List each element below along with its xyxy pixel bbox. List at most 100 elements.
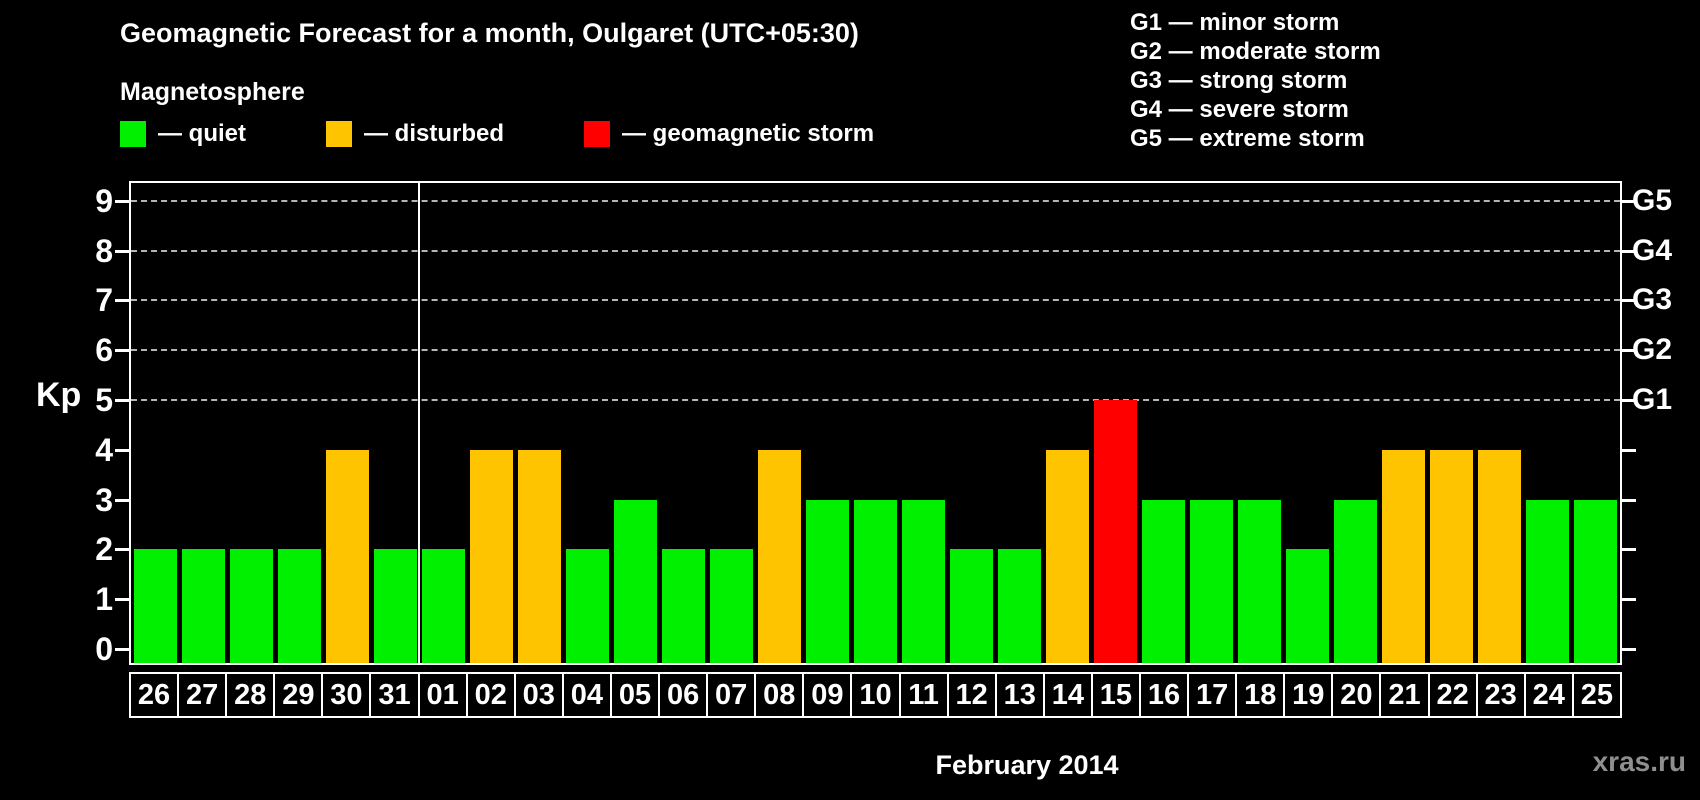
y-axis-tick [115,299,129,303]
y-axis-tick [115,498,129,502]
date-cell: 13 [994,672,1045,718]
kp-bar-day-20 [1334,499,1378,663]
kp-bar-day-05 [613,499,657,663]
kp-bar-day-29 [277,549,321,663]
kp-bar-day-01 [421,549,465,663]
kp-bar-day-31 [373,549,417,663]
y-axis-tick [1622,548,1636,552]
date-cell: 17 [1187,672,1238,718]
date-cell: 02 [465,672,516,718]
x-axis-title: February 2014 [935,750,1119,780]
date-cell: 12 [946,672,997,718]
y-axis-tick [1622,299,1636,303]
date-cell: 23 [1475,672,1526,718]
y-axis-label: 4 [95,431,113,468]
date-cell: 16 [1138,672,1190,718]
gridline-kp6 [131,349,1620,352]
y-axis-tick [115,199,129,203]
date-cell: 11 [898,672,949,718]
storm-scale-legend: G1 — minor storm G2 — moderate storm G3 — … [1130,8,1381,153]
y-axis-label: 2 [95,531,113,568]
g-scale-label: G4 [1632,233,1673,267]
y-axis-label: 1 [95,581,113,618]
storm-scale-legend-line-5: G5 — extreme storm [1130,125,1365,152]
kp-bar-day-18 [1238,499,1282,663]
y-axis-label: 8 [95,232,113,269]
date-cell: 15 [1090,672,1141,718]
y-axis-label: 5 [95,382,113,418]
plot-area: 0 1 2 3 4 5 6 7 8 9 G1 G2 G3 G4 G5 [95,181,1672,667]
gridline-kp5 [131,399,1620,401]
storm-scale-legend-line-1: G1 — minor storm [1130,9,1340,36]
date-cell: 27 [177,672,228,718]
kp-bar-day-06 [661,549,705,663]
kp-bar-day-24 [1526,499,1570,663]
y-axis-label: 6 [95,332,113,369]
date-cell: 07 [706,672,757,718]
month-separator-line [418,183,421,663]
kp-bar-day-04 [565,549,609,663]
y-axis-label: 3 [95,481,113,518]
g-scale-label: G2 [1632,333,1673,367]
gridline-kp7 [131,299,1620,302]
y-axis-label: 7 [95,282,113,319]
date-cell: 26 [129,672,180,718]
storm-scale-legend-line-4: G4 — severe storm [1130,96,1349,123]
date-cell: 14 [1042,672,1093,718]
g-scale-label: G1 [1632,383,1673,416]
date-cell: 10 [850,672,901,718]
storm-color-swatch [584,121,611,147]
y-axis-tick [1622,448,1636,452]
date-cell: 30 [321,672,372,718]
magnetosphere-label: Magnetosphere [120,78,305,106]
y-axis-tick [1622,498,1636,502]
date-cell: 21 [1379,672,1430,718]
kp-bar-day-02 [469,449,513,663]
date-cell: 03 [513,672,564,718]
gridline-kp8 [131,249,1620,252]
watermark: xras.ru [1592,746,1686,777]
storm-scale-legend-line-3: G3 — strong storm [1130,67,1348,94]
date-cell: 24 [1523,672,1574,718]
date-cell: 19 [1283,672,1334,718]
g-scale-label: G5 [1632,183,1673,217]
kp-bar-day-15 [1094,400,1138,663]
y-axis-tick [1622,349,1636,353]
kp-bar-day-17 [1190,499,1234,663]
chart-title: Geomagnetic Forecast for a month, Oulgar… [120,18,859,48]
date-cell: 08 [754,672,805,718]
date-cell: 04 [561,672,612,718]
y-axis-tick [115,648,129,651]
kp-bar-day-07 [709,549,753,663]
y-axis-tick [1622,648,1636,651]
kp-bar-day-09 [805,499,849,663]
y-axis-tick [115,598,129,602]
y-axis-tick [1622,199,1636,203]
y-axis-tick [1622,249,1636,253]
y-axis-tick [115,249,129,253]
y-axis-tick [115,448,129,452]
date-cell: 22 [1427,672,1478,718]
legend-item-quiet: — quiet [120,120,246,148]
date-cell: 25 [1571,672,1622,718]
kp-bar-day-13 [998,549,1042,663]
kp-bar-day-14 [1046,449,1090,663]
y-axis-tick [115,399,129,402]
date-cell: 29 [273,672,324,718]
y-axis-tick [115,349,129,353]
legend-item-disturbed: — disturbed [326,120,504,148]
y-axis-tick [115,548,129,552]
date-cell: 09 [802,672,853,718]
kp-bar-day-19 [1286,549,1330,663]
magnetosphere-legend: — quiet — disturbed — geomagnetic storm [120,120,954,148]
y-axis-title: Kp [36,376,82,414]
kp-bar-day-11 [902,499,946,663]
x-axis-date-row: 26 27 28 29 30 31 01 02 03 04 05 06 07 08 09 10 11 12 13 14… [129,672,1622,718]
date-cell: 06 [658,672,709,718]
kp-bar-day-30 [325,449,369,663]
g-scale-label: G3 [1632,283,1673,317]
legend-item-label: — quiet [158,120,246,147]
y-axis-label: 9 [95,182,113,219]
legend-item-label: — geomagnetic storm [622,120,875,147]
